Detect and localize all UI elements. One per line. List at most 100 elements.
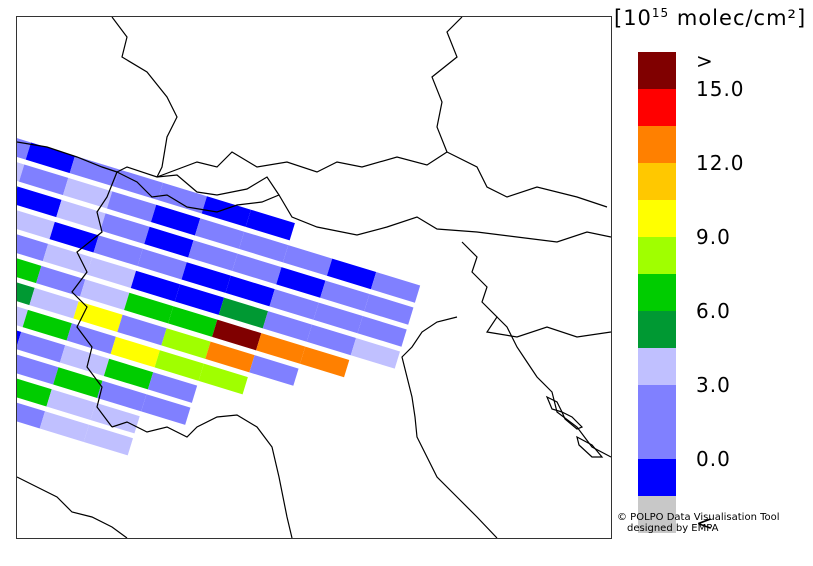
swath-pixel (212, 319, 262, 351)
swath-pixel (25, 142, 75, 174)
swath-pixel (42, 243, 93, 275)
swath-pixel (313, 302, 363, 334)
swath-pixel (19, 164, 69, 196)
swath-pixel (157, 182, 207, 214)
swath-pixel (269, 289, 319, 320)
swath-pixel (357, 316, 407, 347)
legend-tick-label: 6.0 (696, 299, 731, 323)
swath-pixel (364, 294, 414, 325)
border-swiss-north (116, 166, 280, 196)
swath-pixel (80, 279, 130, 310)
swath-pixel (17, 353, 59, 385)
swath-pixel (93, 235, 143, 266)
unit-prefix: [10 (614, 6, 652, 30)
satellite-swath (17, 129, 421, 456)
swath-pixel (262, 311, 313, 342)
unit-suffix: molec/cm²] (669, 6, 807, 30)
unit-exponent: 15 (651, 6, 670, 20)
legend-tick-label: 0.0 (696, 447, 731, 471)
swath-pixel (86, 257, 137, 288)
island-dalmatian-3 (545, 395, 564, 413)
legend-tick-label: < (696, 510, 714, 535)
coastline-adriatic-east (496, 316, 611, 458)
coastline-adriatic-north (401, 316, 498, 538)
swath-pixel (17, 331, 66, 363)
swath-pixel (144, 226, 194, 258)
border-germany-austria (156, 151, 448, 178)
swath-pixel (17, 208, 55, 240)
border-swiss-italy (116, 171, 611, 243)
swath-pixel (256, 333, 306, 364)
border-austria-czech (431, 17, 463, 153)
swath-pixel (39, 411, 89, 442)
swath-pixel (188, 240, 238, 271)
map-panel (16, 16, 612, 539)
swath-pixel (141, 394, 191, 425)
swath-pixel (238, 231, 289, 263)
swath-pixel (205, 341, 255, 373)
swath-pixel (69, 155, 119, 187)
legend-swatch (638, 348, 676, 385)
swath-pixel (150, 204, 201, 236)
swath-pixel (103, 358, 154, 390)
legend-tick-label: 9.0 (696, 225, 731, 249)
swath-pixel (46, 389, 96, 420)
border-east-austria (446, 151, 608, 208)
island-dalmatian-1 (560, 410, 584, 430)
swath-pixel (326, 258, 377, 290)
swath-pixel (17, 186, 62, 218)
legend-swatch (638, 163, 676, 200)
swath-pixel (59, 345, 110, 376)
credit-line-1: © POLPO Data Visualisation Tool (617, 512, 780, 523)
legend-tick-label: 3.0 (696, 373, 731, 397)
swath-grid (17, 129, 421, 456)
island-dalmatian-2 (576, 435, 604, 458)
legend-swatch (638, 89, 676, 126)
border-france-germany (111, 17, 178, 178)
swath-pixel (17, 397, 46, 429)
swath-pixel (225, 275, 275, 307)
legend-swatch (638, 496, 676, 533)
coastline-france-south (17, 476, 128, 538)
swath-pixel (56, 199, 106, 231)
swath-pixel (17, 252, 42, 284)
border-italy-slovenia (461, 241, 611, 338)
swath-pixel (320, 280, 370, 312)
legend-tick-label: 15.0 (696, 77, 745, 101)
swath-pixel (276, 267, 326, 298)
swath-pixel (232, 253, 282, 285)
swath-pixel (181, 262, 231, 293)
legend-swatch (638, 274, 676, 311)
colorbar-unit-label: [1015 molec/cm²] (614, 6, 806, 30)
legend-swatch (638, 422, 676, 459)
legend-swatch (638, 126, 676, 163)
swath-pixel (198, 363, 248, 395)
swath-pixel (110, 336, 160, 368)
legend-swatch (638, 385, 676, 422)
credit-line-2: designed by EMPA (627, 523, 719, 534)
no2-map-svg (17, 17, 611, 538)
swath-pixel (194, 218, 245, 249)
swath-pixel (36, 265, 86, 297)
swath-pixel (300, 346, 350, 378)
coastlines-borders (17, 17, 611, 538)
swath-pixel (350, 338, 401, 369)
swath-pixel (282, 245, 333, 276)
coastline-ligurian (111, 414, 293, 538)
credit-text: © POLPO Data Visualisation Tool designed… (617, 512, 780, 534)
swath-pixel (17, 230, 49, 262)
swath-pixel (124, 292, 174, 324)
swath-pixel (100, 213, 150, 244)
swath-pixel (168, 306, 218, 337)
swath-pixel (97, 380, 147, 412)
swath-pixel (306, 324, 357, 356)
swath-pixel (245, 209, 295, 241)
swath-pixel (154, 350, 204, 381)
swath-pixel (117, 314, 167, 346)
swath-pixel (249, 355, 299, 386)
legend-swatch (638, 52, 676, 89)
swath-pixel (17, 274, 35, 306)
swath-pixel (161, 328, 211, 359)
legend-tick-label: 12.0 (696, 151, 745, 175)
swath-pixel (17, 129, 31, 160)
